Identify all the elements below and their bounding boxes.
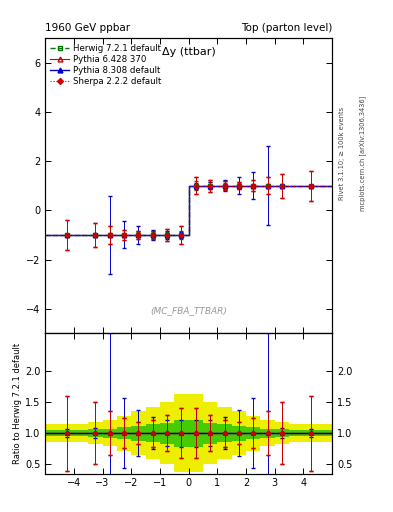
Text: Top (parton level): Top (parton level): [241, 23, 332, 33]
Y-axis label: Ratio to Herwig 7.2.1 default: Ratio to Herwig 7.2.1 default: [13, 343, 22, 464]
Text: mcplots.cern.ch [arXiv:1306.3436]: mcplots.cern.ch [arXiv:1306.3436]: [360, 96, 366, 211]
Text: Rivet 3.1.10; ≥ 100k events: Rivet 3.1.10; ≥ 100k events: [339, 107, 345, 200]
Text: (MC_FBA_TTBAR): (MC_FBA_TTBAR): [150, 307, 227, 315]
Text: Δy (ttbar): Δy (ttbar): [162, 47, 215, 57]
Text: 1960 GeV ppbar: 1960 GeV ppbar: [45, 23, 130, 33]
Legend: Herwig 7.2.1 default, Pythia 6.428 370, Pythia 8.308 default, Sherpa 2.2.2 defau: Herwig 7.2.1 default, Pythia 6.428 370, …: [49, 42, 163, 88]
